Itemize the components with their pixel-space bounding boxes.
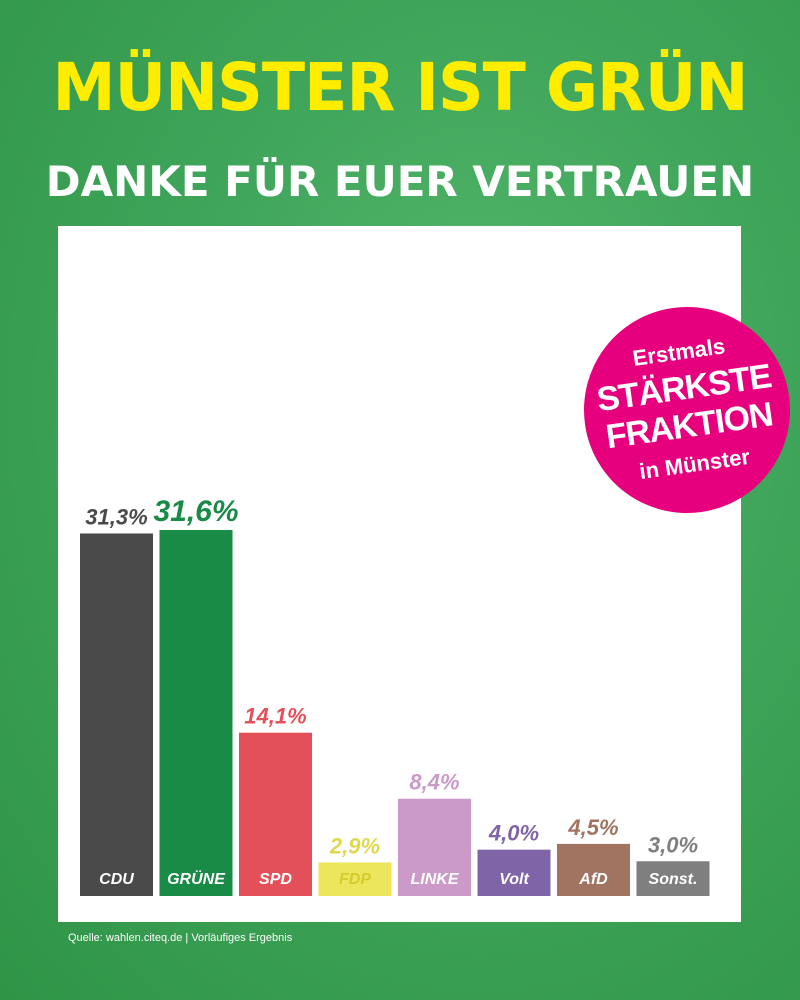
value-label-fdp: 2,9% (329, 833, 380, 858)
bar-afd (557, 843, 630, 896)
value-label-gr-ne: 31,6% (153, 495, 238, 528)
bar-cdu (80, 533, 153, 896)
category-label-gr-ne: GRÜNE (167, 869, 226, 888)
bar-fdp (318, 862, 392, 896)
source-note: Quelle: wahlen.citeq.de | Vorläufiges Er… (68, 932, 293, 944)
bar-spd (239, 732, 312, 896)
bar-gr-ne (159, 530, 233, 896)
value-label-spd: 14,1% (244, 704, 306, 729)
category-label-volt: Volt (499, 871, 529, 888)
value-label-cdu: 31,3% (85, 504, 147, 529)
category-label-cdu: CDU (99, 871, 134, 888)
value-label-sonst: 3,0% (648, 832, 698, 857)
value-label-linke: 8,4% (409, 770, 459, 795)
headline: MÜNSTER IST GRÜN (52, 49, 749, 126)
bar-linke (398, 798, 471, 896)
category-label-afd: AfD (578, 871, 608, 888)
category-label-spd: SPD (259, 871, 292, 888)
bar-sonst (636, 861, 710, 896)
category-label-linke: LINKE (411, 871, 460, 888)
bar-chart: 31,3% CDU 31,6% GRÜNE 14,1% SPD 2,9% FDP 8,4% LIN… (80, 495, 710, 896)
category-label-fdp: FDP (339, 871, 371, 888)
category-label-sonst: Sonst. (649, 871, 698, 888)
value-label-afd: 4,5% (567, 815, 618, 840)
value-label-volt: 4,0% (488, 821, 539, 846)
subline: DANKE FÜR EUER VERTRAUEN (45, 157, 755, 206)
bar-volt (477, 849, 551, 896)
